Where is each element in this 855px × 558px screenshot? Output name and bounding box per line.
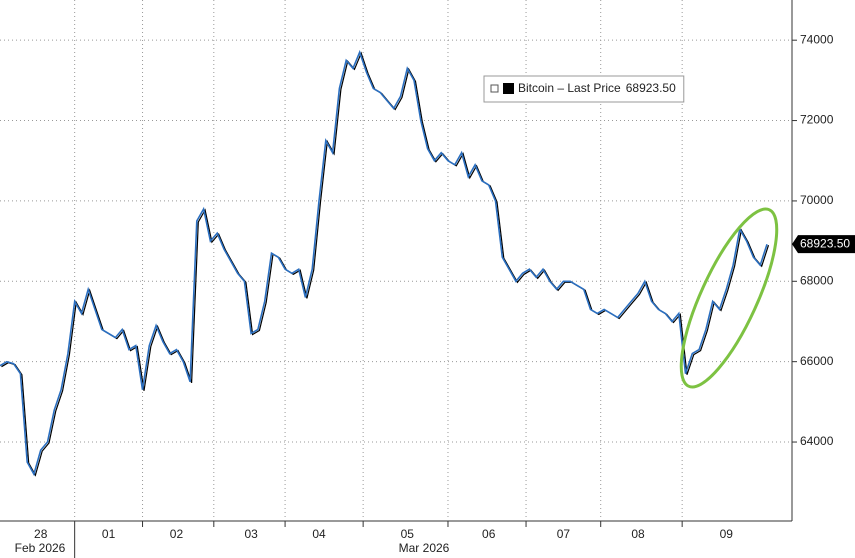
- legend-box: [483, 75, 685, 103]
- x-tick-label: 04: [312, 527, 326, 541]
- y-tick-label: 66000: [800, 354, 834, 368]
- x-tick-label: 06: [482, 527, 496, 541]
- x-tick-label: 02: [170, 527, 184, 541]
- line: [0, 49, 768, 477]
- line-shadow: [1, 51, 770, 477]
- last-price-label: 68923.50: [800, 236, 850, 250]
- legend-value: 68923.50: [626, 81, 676, 95]
- y-tick-label: 72000: [800, 113, 834, 127]
- x-tick-label: 01: [102, 527, 116, 541]
- x-period-label: Feb 2026: [15, 541, 66, 555]
- legend-label: Bitcoin – Last Price: [518, 81, 621, 95]
- x-tick-label: 09: [720, 527, 734, 541]
- x-tick-label: 08: [631, 527, 645, 541]
- x-tick-label: 28: [34, 527, 48, 541]
- annotation-ellipse: [679, 207, 779, 389]
- legend-swatch: [503, 83, 514, 94]
- y-tick-label: 74000: [800, 32, 834, 46]
- x-tick-label: 07: [557, 527, 571, 541]
- y-tick-label: 64000: [800, 434, 834, 448]
- x-tick-label: 05: [401, 527, 415, 541]
- y-tick-label: 70000: [800, 193, 834, 207]
- x-tick-label: 03: [244, 527, 258, 541]
- last-price-tag: [792, 235, 855, 254]
- x-period-label: Mar 2026: [399, 541, 450, 555]
- y-tick-label: 68000: [800, 273, 834, 287]
- legend-toggle: [490, 84, 499, 93]
